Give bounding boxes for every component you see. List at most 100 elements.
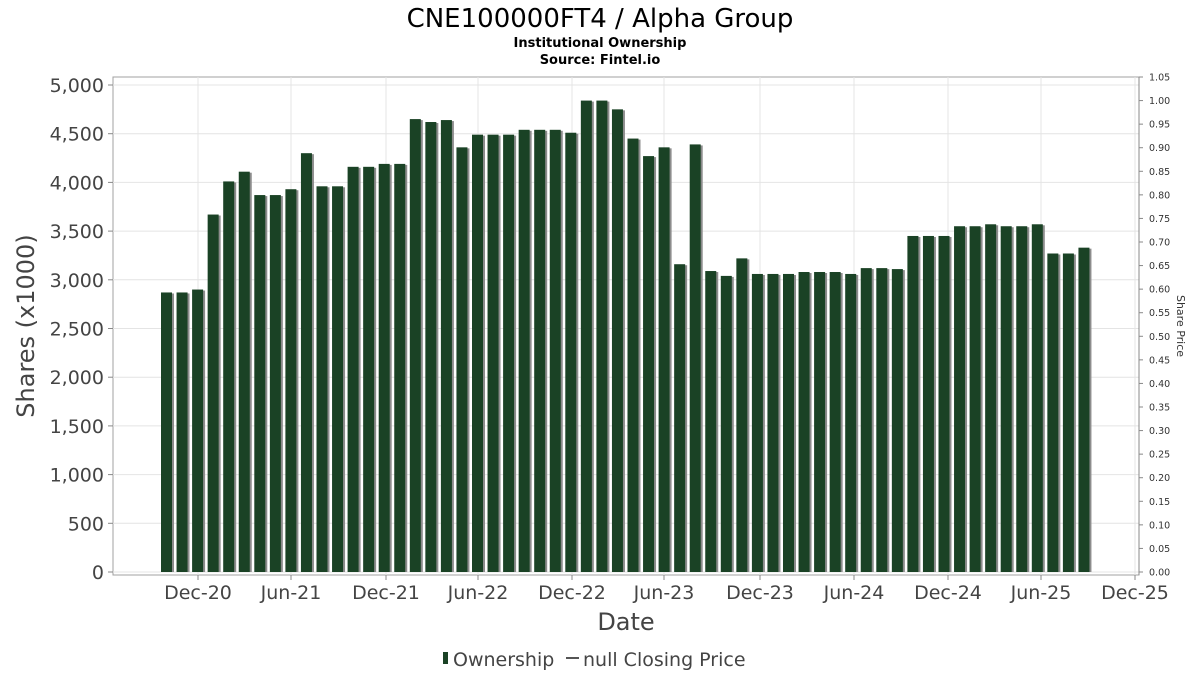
ownership-bar [472,134,483,572]
y2-axis-label: Share Price [1174,295,1187,357]
ownership-bar [238,171,250,572]
left-tick-label: 1,000 [50,465,104,487]
ownership-bar [674,264,686,572]
ownership-bar [751,273,763,572]
ownership-bar [907,235,919,572]
right-tick-label: 0.65 [1149,261,1170,272]
ownership-bar [565,132,577,572]
ownership-bar [363,166,375,573]
right-tick-label: 0.90 [1149,143,1170,154]
right-tick-label: 0.95 [1149,120,1170,131]
ownership-bar [627,138,639,572]
left-tick-label: 2,500 [50,319,104,341]
ownership-bar [705,271,717,572]
right-tick-label: 1.00 [1149,96,1170,107]
right-tick-label: 0.80 [1149,190,1170,201]
ownership-bar [254,195,266,572]
right-tick-label: 0.50 [1149,332,1170,343]
ownership-bar [922,235,934,572]
ownership-bar [161,292,172,572]
ownership-bar [876,268,888,572]
x-axis-ticks: Dec-20 Jun-21 Dec-21 Jun-22 Dec-22 Jun-23 Dec-… [164,575,1169,604]
legend-ownership-swatch [443,652,448,664]
legend-price-label: null Closing Price [583,649,746,671]
ownership-bar [534,129,546,572]
left-tick-label: 3,000 [50,270,104,292]
ownership-bar [580,100,592,573]
right-tick-label: 0.20 [1149,473,1170,484]
x-tick-label: Jun-22 [447,582,509,604]
x-tick-label: Jun-23 [633,582,695,604]
right-tick-label: 0.40 [1149,379,1170,390]
ownership-bar [347,166,359,573]
right-tick-label: 0.70 [1149,238,1170,249]
ownership-bar [176,292,188,572]
left-tick-label: 4,500 [50,124,104,146]
ownership-bar [440,120,452,573]
x-axis-label: Date [597,608,654,636]
right-axis-ticks: 0.00 0.05 0.10 0.15 0.20 0.25 0.30 0.35 0.40 0.45… [1138,73,1170,579]
left-tick-label: 2,000 [50,367,104,389]
ownership-bar [300,153,312,572]
left-tick-label: 1,500 [50,416,104,438]
x-tick-label: Jun-24 [823,582,885,604]
right-tick-label: 0.05 [1149,544,1170,555]
x-tick-label: Dec-23 [726,582,794,604]
right-tick-label: 0.25 [1149,450,1170,461]
ownership-bar [783,273,794,572]
ownership-bar [425,122,437,573]
ownership-bar [720,275,732,572]
bar-group [161,100,1092,573]
left-tick-label: 3,500 [50,221,104,243]
right-tick-label: 0.35 [1149,403,1170,414]
ownership-bar [1000,226,1012,573]
ownership-bar [658,147,670,572]
left-tick-label: 4,000 [50,172,104,194]
ownership-bar [207,214,219,573]
ownership-bar [503,134,515,572]
x-tick-label: Jun-25 [1010,582,1072,604]
ownership-bar [456,147,468,572]
chart-subtitle-ownership: Institutional Ownership [514,36,687,51]
ownership-bar [767,273,779,572]
ownership-bar [643,156,655,573]
ownership-bar [192,289,204,572]
ownership-bar [829,272,841,572]
right-tick-label: 0.45 [1149,355,1170,366]
right-tick-label: 0.15 [1149,497,1170,508]
right-tick-label: 0.00 [1149,568,1170,579]
legend-ownership-label: Ownership [453,649,554,671]
ownership-bar [814,272,826,572]
x-tick-label: Dec-22 [538,582,606,604]
ownership-bar [954,226,966,573]
y-axis-label: Shares (x1000) [12,234,40,417]
ownership-bar [689,144,701,572]
ownership-bar [394,163,406,573]
ownership-bar [316,186,328,572]
x-tick-label: Dec-24 [914,582,982,604]
right-tick-label: 0.55 [1149,308,1170,319]
ownership-bar [1062,253,1074,572]
chart-subtitle-source: Source: Fintel.io [540,53,661,68]
left-tick-label: 5,000 [50,75,104,97]
ownership-bar [1047,253,1059,572]
ownership-bar [985,224,997,573]
ownership-bar [938,235,950,572]
ownership-bar [518,129,530,572]
ownership-bar [1031,224,1043,573]
legend: Ownership null Closing Price [443,649,746,671]
right-tick-label: 0.60 [1149,285,1170,296]
left-tick-label: 500 [68,513,104,535]
right-tick-label: 0.85 [1149,167,1170,178]
right-tick-label: 0.10 [1149,520,1170,531]
ownership-bar [378,163,390,573]
left-axis-ticks: 0 500 1,000 1,500 2,000 2,500 3,000 3,500 4,000 4… [50,75,113,584]
x-tick-label: Dec-20 [164,582,232,604]
ownership-bar [409,119,421,572]
ownership-bar [891,269,903,572]
right-tick-label: 0.30 [1149,426,1170,437]
left-tick-label: 0 [92,562,104,584]
right-tick-label: 0.75 [1149,214,1170,225]
ownership-bar [223,181,235,572]
